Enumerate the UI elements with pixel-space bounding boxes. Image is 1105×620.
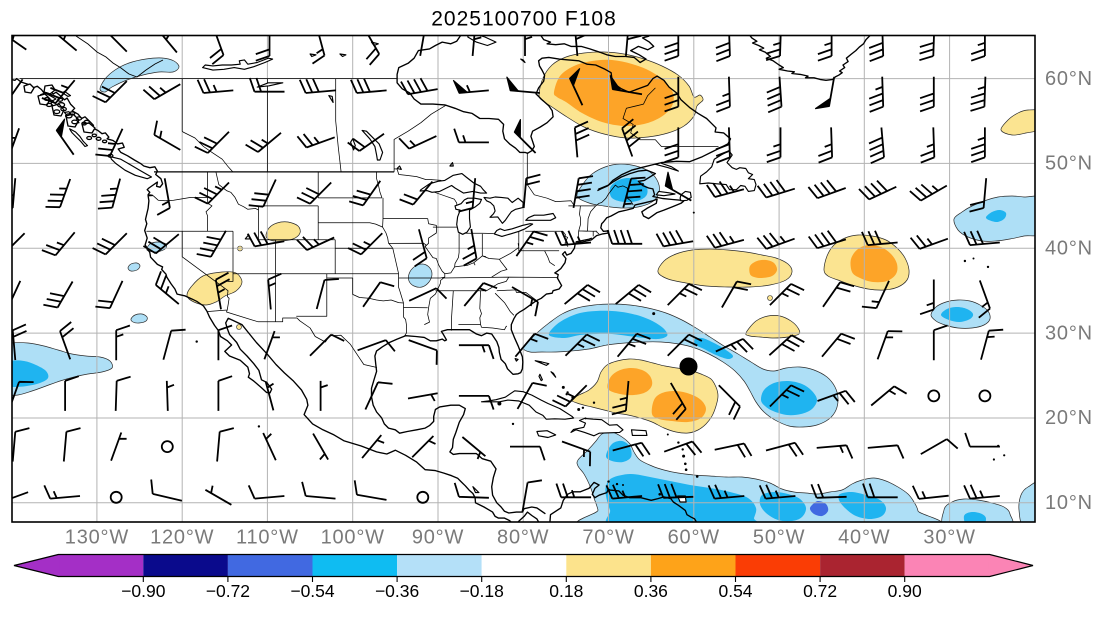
svg-text:100°W: 100°W — [321, 527, 385, 549]
svg-text:−0.54: −0.54 — [290, 581, 335, 601]
svg-text:10°N: 10°N — [1045, 492, 1093, 514]
svg-text:120°W: 120°W — [150, 527, 214, 549]
svg-text:2025100700 F108: 2025100700 F108 — [431, 8, 617, 31]
svg-text:60°N: 60°N — [1045, 68, 1093, 90]
svg-text:50°W: 50°W — [753, 527, 805, 549]
svg-text:110°W: 110°W — [236, 527, 299, 549]
svg-text:0.90: 0.90 — [888, 581, 922, 601]
svg-text:40°W: 40°W — [838, 527, 890, 549]
svg-text:20°N: 20°N — [1045, 407, 1093, 429]
svg-text:0.36: 0.36 — [634, 581, 668, 601]
svg-text:−0.36: −0.36 — [375, 581, 419, 601]
svg-text:40°N: 40°N — [1045, 238, 1093, 260]
svg-text:90°W: 90°W — [412, 527, 464, 549]
svg-text:80°W: 80°W — [497, 527, 549, 549]
svg-text:60°W: 60°W — [668, 527, 720, 549]
svg-text:0.72: 0.72 — [803, 581, 837, 601]
svg-text:−0.72: −0.72 — [206, 581, 250, 601]
svg-text:130°W: 130°W — [65, 527, 129, 549]
svg-text:−0.90: −0.90 — [121, 581, 166, 601]
svg-text:−0.18: −0.18 — [460, 581, 504, 601]
svg-text:70°W: 70°W — [582, 527, 634, 549]
svg-text:30°W: 30°W — [923, 527, 975, 549]
svg-text:50°N: 50°N — [1045, 153, 1093, 175]
svg-text:0.18: 0.18 — [549, 581, 583, 601]
svg-text:30°N: 30°N — [1045, 322, 1093, 344]
svg-text:0.54: 0.54 — [718, 581, 752, 601]
